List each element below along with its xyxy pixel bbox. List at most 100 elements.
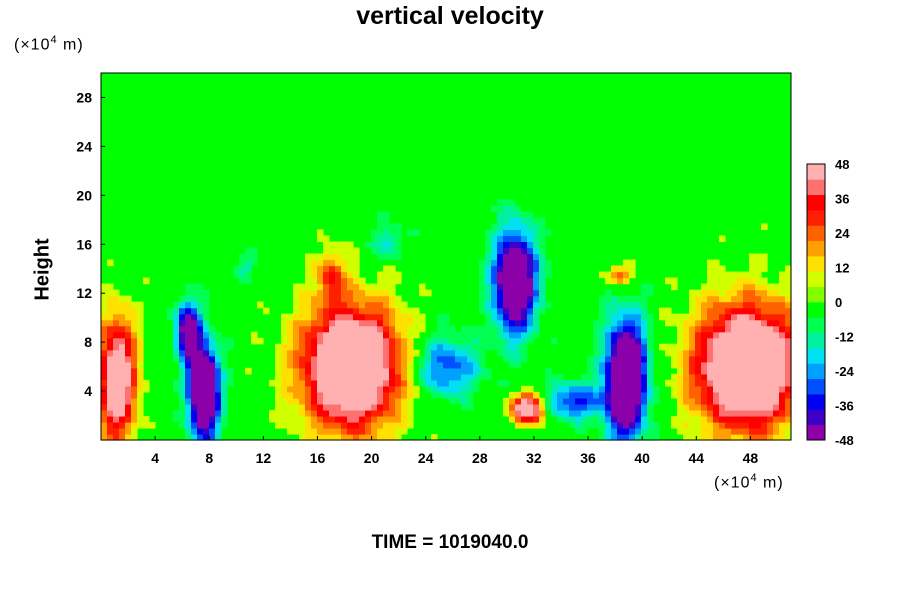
- contour-cell: [491, 277, 498, 285]
- contour-cell: [737, 271, 744, 279]
- contour-cell: [773, 433, 780, 441]
- contour-cell: [599, 385, 606, 393]
- contour-cell: [485, 271, 492, 279]
- contour-cell: [107, 409, 114, 417]
- contour-cell: [665, 313, 672, 321]
- contour-cell: [593, 325, 600, 333]
- contour-cell: [647, 283, 654, 291]
- contour-cell: [533, 247, 540, 255]
- contour-cell: [557, 403, 564, 411]
- contour-cell: [203, 331, 210, 339]
- contour-cell: [437, 313, 444, 321]
- contour-cell: [497, 241, 504, 249]
- contour-cell: [425, 343, 432, 351]
- contour-cell: [131, 349, 138, 357]
- contour-cell: [683, 391, 690, 399]
- contour-cell: [593, 415, 600, 423]
- contour-cell: [641, 325, 648, 333]
- contour-cell: [635, 433, 642, 441]
- contour-cell: [713, 355, 720, 363]
- contour-cell: [755, 319, 762, 327]
- contour-cell: [335, 301, 342, 309]
- contour-cell: [371, 325, 378, 333]
- contour-cell: [389, 367, 396, 375]
- contour-cell: [761, 313, 768, 321]
- contour-cell: [299, 325, 306, 333]
- contour-cell: [371, 283, 378, 291]
- contour-cell: [719, 421, 726, 429]
- contour-cell: [389, 277, 396, 285]
- contour-cell: [743, 415, 750, 423]
- contour-cell: [371, 433, 378, 441]
- contour-cell: [629, 403, 636, 411]
- contour-cell: [113, 295, 120, 303]
- contour-cell: [137, 307, 144, 315]
- contour-cell: [779, 385, 786, 393]
- contour-cell: [611, 409, 618, 417]
- contour-cell: [365, 397, 372, 405]
- contour-cell: [767, 421, 774, 429]
- contour-cell: [785, 301, 792, 309]
- contour-cell: [311, 271, 318, 279]
- contour-cell: [359, 295, 366, 303]
- contour-cell: [347, 391, 354, 399]
- contour-cell: [299, 373, 306, 381]
- contour-cell: [707, 295, 714, 303]
- contour-cell: [389, 343, 396, 351]
- contour-cell: [701, 283, 708, 291]
- contour-cell: [473, 373, 480, 381]
- contour-cell: [125, 367, 132, 375]
- contour-cell: [377, 367, 384, 375]
- contour-cell: [779, 337, 786, 345]
- contour-cell: [779, 289, 786, 297]
- contour-cell: [491, 325, 498, 333]
- contour-cell: [329, 325, 336, 333]
- colorbar-swatch: [807, 348, 825, 364]
- contour-cell: [443, 355, 450, 363]
- contour-cell: [125, 319, 132, 327]
- contour-cell: [443, 349, 450, 357]
- contour-cell: [293, 319, 300, 327]
- contour-cell: [527, 301, 534, 309]
- contour-cell: [455, 337, 462, 345]
- contour-cell: [635, 337, 642, 345]
- contour-cell: [749, 415, 756, 423]
- x-tick-label: 32: [526, 450, 542, 466]
- contour-cell: [587, 385, 594, 393]
- contour-cell: [185, 421, 192, 429]
- contour-cell: [737, 391, 744, 399]
- contour-cell: [767, 319, 774, 327]
- colorbar-swatch: [807, 225, 825, 242]
- contour-cell: [509, 397, 516, 405]
- contour-cell: [539, 301, 546, 309]
- contour-cell: [359, 337, 366, 345]
- contour-cell: [413, 313, 420, 321]
- contour-cell: [311, 259, 318, 267]
- contour-cell: [755, 355, 762, 363]
- contour-cell: [257, 301, 264, 309]
- contour-cell: [749, 271, 756, 279]
- contour-cell: [599, 367, 606, 375]
- contour-cell: [743, 433, 750, 441]
- contour-cell: [335, 391, 342, 399]
- contour-cell: [629, 421, 636, 429]
- contour-cell: [731, 289, 738, 297]
- contour-cell: [395, 229, 402, 237]
- contour-cell: [539, 217, 546, 225]
- contour-cell: [515, 241, 522, 249]
- contour-cell: [749, 289, 756, 297]
- contour-cell: [707, 361, 714, 369]
- contour-cell: [629, 343, 636, 351]
- contour-cell: [371, 385, 378, 393]
- contour-cell: [251, 337, 258, 345]
- contour-cell: [599, 421, 606, 429]
- contour-cell: [305, 373, 312, 381]
- contour-cell: [275, 361, 282, 369]
- contour-cell: [491, 205, 498, 212]
- contour-cell: [341, 247, 348, 255]
- contour-cell: [761, 397, 768, 405]
- contour-cell: [599, 343, 606, 351]
- contour-cell: [335, 283, 342, 291]
- contour-cell: [737, 403, 744, 411]
- contour-cell: [539, 283, 546, 291]
